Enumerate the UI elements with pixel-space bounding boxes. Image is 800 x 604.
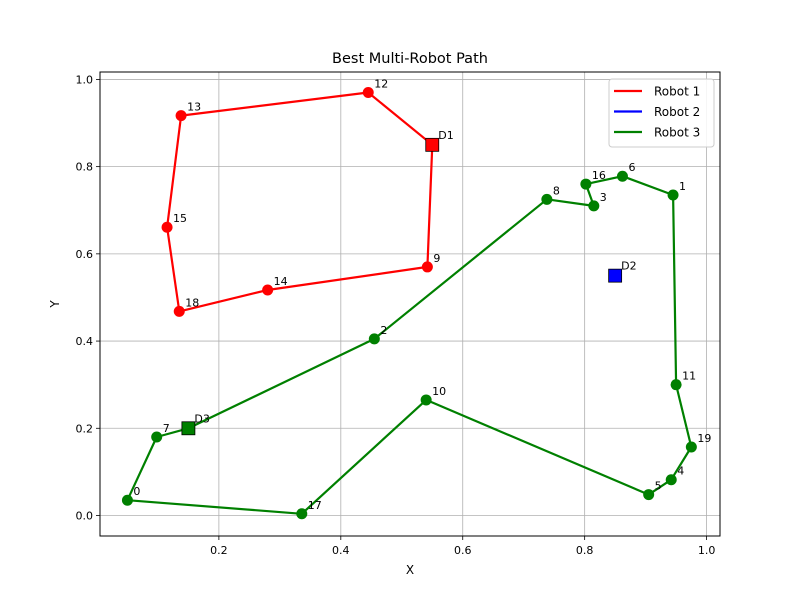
waypoint-marker [368,333,380,345]
waypoint-marker [616,170,628,182]
waypoint-label: 10 [432,385,446,398]
waypoint-marker [541,193,553,205]
legend: Robot 1 Robot 2 Robot 3 [608,78,715,148]
waypoint-marker [262,284,274,296]
waypoint-label: 2 [380,324,387,337]
waypoint-label: 7 [163,422,170,435]
legend-label: Robot 2 [654,105,700,119]
depot-label: D1 [438,129,453,142]
waypoint-label: 8 [553,184,560,197]
waypoint-marker [362,86,374,98]
x-tick-label: 1.0 [698,544,716,557]
y-tick-label: 0.4 [76,335,94,348]
plot-frame [99,71,721,537]
routes [126,91,693,515]
depot-marker [181,421,196,436]
waypoint-label: 5 [655,480,662,493]
waypoint-label: 19 [697,432,711,445]
waypoint-marker [670,379,682,391]
waypoint-label: 14 [274,275,288,288]
x-tick-label: 0.2 [210,544,228,557]
y-tick-label: 0.0 [76,510,94,523]
waypoint-marker [121,494,133,506]
depot-label: D3 [194,412,209,425]
legend-box [608,78,715,148]
waypoint-label: 1 [679,180,686,193]
waypoint-marker [151,431,163,443]
waypoint-marker [420,394,432,406]
waypoint-label: 18 [185,296,199,309]
depot-marker [608,268,623,283]
waypoint-label: 3 [600,191,607,204]
x-axis-label: X [406,563,414,577]
waypoint-marker [643,489,655,501]
waypoint-label: 6 [628,161,635,174]
waypoints [121,86,697,520]
waypoint-label: 17 [308,499,322,512]
waypoint-marker [588,200,600,212]
x-tick-label: 0.4 [332,544,350,557]
depot-label: D2 [621,260,636,273]
route-line-robot-1 [166,91,434,313]
waypoint-marker [175,110,187,122]
axis-ticks: 0.2 0.4 0.6 0.8 1.0 0.0 0.2 0.4 0.6 0.8 1.0 [76,73,716,557]
x-tick-label: 0.6 [454,544,472,557]
waypoint-marker [580,178,592,190]
waypoint-marker [665,474,677,486]
y-tick-label: 0.2 [76,422,94,435]
waypoint-label: 13 [187,101,201,114]
x-tick-label: 0.8 [576,544,594,557]
waypoint-marker [421,261,433,273]
waypoint-marker [296,508,308,520]
waypoint-label: 9 [433,252,440,265]
y-tick-label: 0.8 [76,161,94,174]
depot-marker [425,137,440,152]
waypoint-label: 4 [677,465,684,478]
waypoint-marker [685,441,697,453]
waypoint-marker [173,305,185,317]
legend-label: Robot 1 [654,85,700,99]
y-tick-label: 0.6 [76,248,94,261]
waypoint-label: 15 [173,212,187,225]
chart-title: Best Multi-Robot Path [332,51,488,67]
waypoint-marker [161,221,173,233]
waypoint-marker [667,189,679,201]
legend-label: Robot 3 [654,126,700,140]
y-tick-label: 1.0 [76,73,94,86]
waypoint-label: 0 [133,485,140,498]
waypoint-label: 11 [682,370,696,383]
route-line-robot-3 [126,175,693,515]
y-axis-label: Y [48,300,62,309]
waypoint-label: 12 [374,77,388,90]
waypoint-label: 16 [592,169,606,182]
